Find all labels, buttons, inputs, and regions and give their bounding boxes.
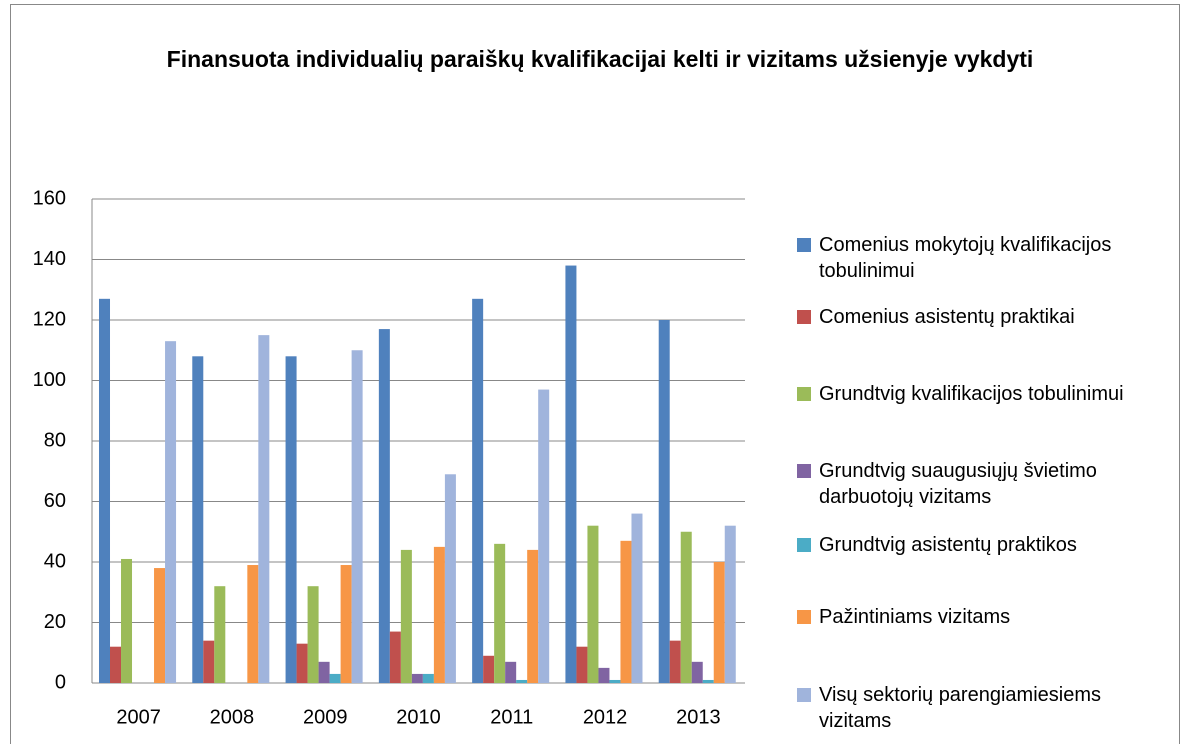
bar [351, 350, 363, 683]
bar [669, 640, 681, 683]
y-tick-label: 100 [33, 369, 66, 391]
bar [433, 546, 445, 683]
bar [565, 265, 577, 683]
y-tick-label: 20 [44, 611, 66, 633]
bar [724, 525, 736, 683]
legend-swatch [797, 310, 811, 324]
bar [121, 558, 133, 683]
bar [494, 543, 506, 683]
y-tick-label: 140 [33, 248, 66, 270]
bar [329, 673, 341, 683]
bar [214, 586, 226, 683]
legend-item: Visų sektorių parengiamiesiems vizitams [797, 682, 1177, 734]
bar [576, 646, 588, 683]
y-tick-label: 0 [55, 671, 66, 693]
legend-swatch [797, 538, 811, 552]
bar [307, 586, 319, 683]
bar [598, 667, 610, 683]
x-tick-label: 2013 [676, 706, 721, 728]
x-tick-label: 2011 [490, 706, 533, 728]
bar [631, 513, 643, 683]
bar [713, 562, 725, 683]
legend-label: Grundtvig suaugusiųjų švietimo darbuotoj… [819, 460, 1097, 508]
bar [538, 389, 550, 683]
bar [620, 540, 632, 683]
legend-label: Comenius mokytojų kvalifikacijos tobulin… [819, 234, 1112, 282]
legend-swatch [797, 238, 811, 252]
bar [247, 565, 259, 683]
y-tick-label: 160 [33, 187, 66, 209]
legend-item: Grundtvig suaugusiųjų švietimo darbuotoj… [797, 458, 1177, 510]
legend-label: Grundtvig asistentų praktikos [819, 534, 1077, 556]
bar [296, 643, 308, 683]
bar [285, 356, 297, 683]
y-tick-label: 80 [44, 429, 66, 451]
legend-item: Comenius asistentų praktikai [797, 304, 1177, 330]
legend-swatch [797, 464, 811, 478]
bar [483, 655, 495, 683]
x-tick-label: 2012 [583, 706, 628, 728]
bar [110, 646, 122, 683]
bar [702, 679, 714, 683]
x-tick-label: 2008 [210, 706, 255, 728]
x-tick-label: 2007 [116, 706, 161, 728]
bar [516, 679, 528, 683]
chart-frame [10, 4, 1180, 744]
bar [609, 679, 621, 683]
x-tick-label: 2010 [396, 706, 441, 728]
bar [472, 298, 484, 683]
bar [378, 329, 390, 683]
y-tick-label: 120 [33, 308, 66, 330]
bar [422, 673, 434, 683]
bar [444, 474, 456, 683]
legend-swatch [797, 387, 811, 401]
legend-item: Grundtvig asistentų praktikos [797, 532, 1177, 558]
y-tick-label: 40 [44, 550, 66, 572]
x-tick-label: 2009 [303, 706, 348, 728]
bar [203, 640, 215, 683]
bar [318, 661, 330, 683]
bar [98, 298, 111, 683]
bar [340, 565, 352, 683]
legend-label: Comenius asistentų praktikai [819, 306, 1075, 328]
bar [411, 673, 423, 683]
chart-title: Finansuota individualių paraiškų kvalifi… [166, 46, 1034, 72]
legend-item: Comenius mokytojų kvalifikacijos tobulin… [797, 232, 1177, 284]
bar [505, 661, 517, 683]
bar [527, 549, 539, 683]
legend-item: Grundtvig kvalifikacijos tobulinimui [797, 381, 1177, 407]
legend-label: Grundtvig kvalifikacijos tobulinimui [819, 383, 1124, 405]
y-tick-label: 60 [44, 490, 66, 512]
bar [154, 568, 166, 683]
bar [258, 335, 270, 683]
bar [680, 531, 692, 683]
legend-swatch [797, 610, 811, 624]
bar [691, 661, 703, 683]
bar [400, 549, 412, 683]
bar [192, 356, 204, 683]
legend-label: Visų sektorių parengiamiesiems vizitams [819, 684, 1101, 732]
bar [587, 525, 599, 683]
legend-swatch [797, 688, 811, 702]
legend-item: Pažintiniams vizitams [797, 604, 1177, 630]
legend-label: Pažintiniams vizitams [819, 606, 1011, 628]
bar [658, 320, 670, 683]
bar [165, 341, 177, 683]
bar [389, 631, 401, 683]
